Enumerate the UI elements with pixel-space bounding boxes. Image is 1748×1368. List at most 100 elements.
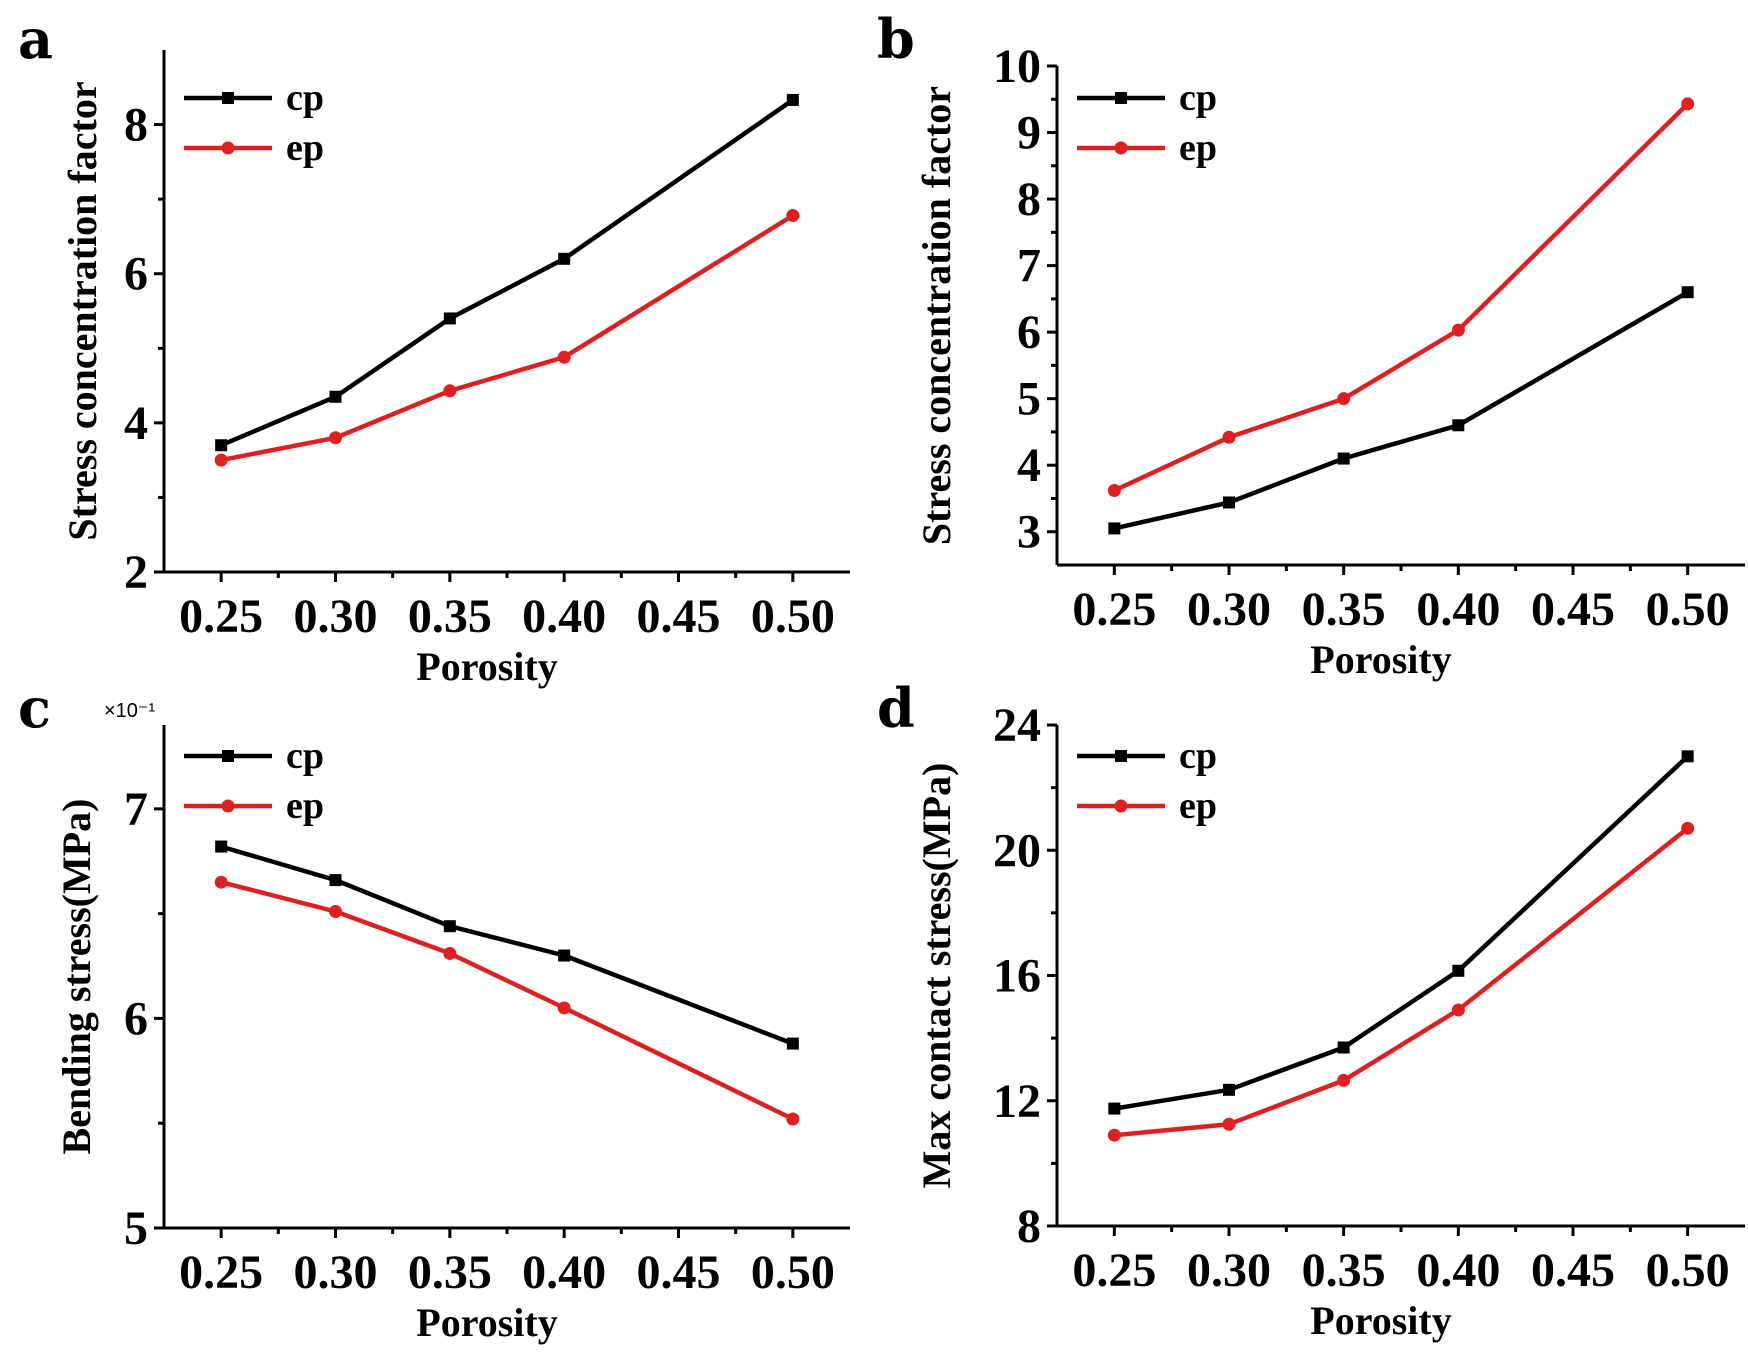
y-tick-label: 5 [1017, 373, 1041, 426]
x-axis-title: Porosity [416, 1300, 557, 1345]
y-tick-label: 12 [993, 1075, 1041, 1128]
data-point-ep [557, 1001, 571, 1015]
x-tick-label: 0.50 [751, 1246, 835, 1299]
x-tick-label: 0.45 [1531, 583, 1615, 636]
data-point-ep [1222, 1117, 1236, 1131]
legend-label-ep: ep [286, 785, 324, 827]
data-point-cp [1223, 496, 1235, 509]
legend-label-ep: ep [1179, 127, 1217, 169]
x-tick-label: 0.30 [294, 1246, 378, 1299]
data-point-cp [1108, 1102, 1121, 1115]
series-line-ep [220, 880, 794, 1122]
x-tick-label: 0.30 [294, 590, 378, 643]
y-tick-label: 6 [1017, 306, 1041, 359]
data-point-ep [1681, 97, 1695, 111]
y-axis-title: Stress concentration factor [60, 81, 105, 540]
legend-marker-ep [1114, 799, 1128, 813]
data-point-cp [1452, 419, 1465, 432]
data-point-ep [1451, 323, 1465, 337]
legend-label-ep: ep [1179, 785, 1217, 827]
data-point-ep [1681, 821, 1695, 835]
data-point-cp [1681, 750, 1694, 763]
x-axis-title: Porosity [416, 644, 557, 689]
x-axis-title: Porosity [1310, 1298, 1451, 1343]
y-tick-label: 4 [124, 397, 148, 450]
x-tick-label: 0.30 [1187, 583, 1271, 636]
x-tick-label: 0.35 [1302, 583, 1386, 636]
y-tick-label: 5 [124, 1202, 148, 1255]
y-tick-label: 9 [1017, 107, 1041, 160]
data-point-ep [1107, 483, 1121, 497]
x-tick-label: 0.40 [1416, 583, 1500, 636]
data-point-cp [1337, 452, 1350, 465]
y-tick-label: 24 [993, 699, 1041, 752]
data-point-ep [786, 209, 800, 223]
data-point-ep [214, 453, 228, 467]
y-axis-title: Bending stress(MPa) [54, 799, 99, 1155]
legend-marker-ep [1114, 141, 1128, 155]
data-point-ep [443, 946, 457, 960]
legend-marker-cp [222, 92, 234, 104]
x-tick-label: 0.40 [1416, 1244, 1500, 1297]
data-point-cp [1681, 286, 1694, 299]
data-point-cp [443, 920, 456, 933]
data-point-cp [329, 874, 342, 887]
panel-letter-b: b [877, 7, 915, 71]
series-line-cp [1113, 290, 1689, 531]
y-tick-label: 4 [1017, 439, 1041, 492]
series-line-cp [220, 844, 794, 1046]
x-tick-label: 0.25 [179, 590, 263, 643]
x-tick-label: 0.25 [1072, 583, 1156, 636]
panel-letter-a: a [18, 7, 53, 71]
data-point-ep [1337, 392, 1351, 406]
data-point-cp [443, 312, 456, 325]
y-tick-label: 6 [124, 992, 148, 1045]
data-point-cp [329, 390, 342, 403]
y-tick-label: 8 [124, 99, 148, 152]
y-tick-label: 6 [124, 248, 148, 301]
x-tick-label: 0.45 [637, 1246, 721, 1299]
data-point-cp [786, 93, 799, 106]
y-tick-label: 16 [993, 950, 1041, 1003]
data-point-cp [1337, 1041, 1350, 1054]
data-point-cp [1108, 522, 1121, 535]
chart-panel-a: a 0.25 0.30 0.35 0.40 0.45 0.50 2 4 6 8 Porosity Str… [18, 7, 850, 689]
x-tick-label: 0.50 [751, 590, 835, 643]
y-axis-title: Stress concentration factor [914, 86, 959, 545]
data-point-cp [786, 1037, 799, 1050]
y-multiplier-label: ×10⁻¹ [104, 700, 155, 722]
legend-label-cp: cp [286, 77, 324, 119]
legend-marker-cp [1115, 92, 1127, 104]
panel-letter-d: d [877, 676, 915, 740]
x-tick-label: 0.45 [1531, 1244, 1615, 1297]
data-point-ep [1107, 1128, 1121, 1142]
series-line-ep [1114, 826, 1690, 1138]
legend-label-cp: cp [1179, 735, 1217, 777]
x-tick-label: 0.35 [408, 1246, 492, 1299]
x-tick-label: 0.25 [1072, 1244, 1156, 1297]
legend-label-cp: cp [1179, 77, 1217, 119]
y-tick-label: 10 [993, 40, 1041, 93]
legend-marker-cp [222, 750, 234, 762]
x-tick-label: 0.50 [1646, 583, 1730, 636]
x-axis-title: Porosity [1310, 637, 1451, 682]
data-point-ep [1337, 1073, 1351, 1087]
legend-label-cp: cp [286, 735, 324, 777]
x-tick-label: 0.30 [1187, 1244, 1271, 1297]
data-point-ep [557, 350, 571, 364]
x-tick-label: 0.35 [1302, 1244, 1386, 1297]
legend-marker-ep [221, 141, 235, 155]
chart-panel-d: d 0.25 0.30 0.35 0.40 0.45 0.50 8 12 16 20 24 Porosi… [877, 676, 1745, 1343]
y-tick-label: 7 [124, 783, 148, 836]
data-point-ep [1451, 1003, 1465, 1017]
y-axis-title: Max contact stress(MPa) [914, 763, 959, 1189]
series-line-ep [220, 213, 794, 463]
legend-marker-cp [1115, 750, 1127, 762]
data-point-ep [329, 431, 342, 445]
x-tick-label: 0.50 [1646, 1244, 1730, 1297]
data-point-cp [558, 252, 571, 265]
panel-letter-c: c [18, 676, 51, 740]
chart-panel-b: b 0.25 0.30 0.35 0.40 0.45 0.50 3 4 5 6 7 8 9 10 Porosi… [877, 7, 1745, 682]
y-tick-label: 20 [993, 824, 1041, 877]
